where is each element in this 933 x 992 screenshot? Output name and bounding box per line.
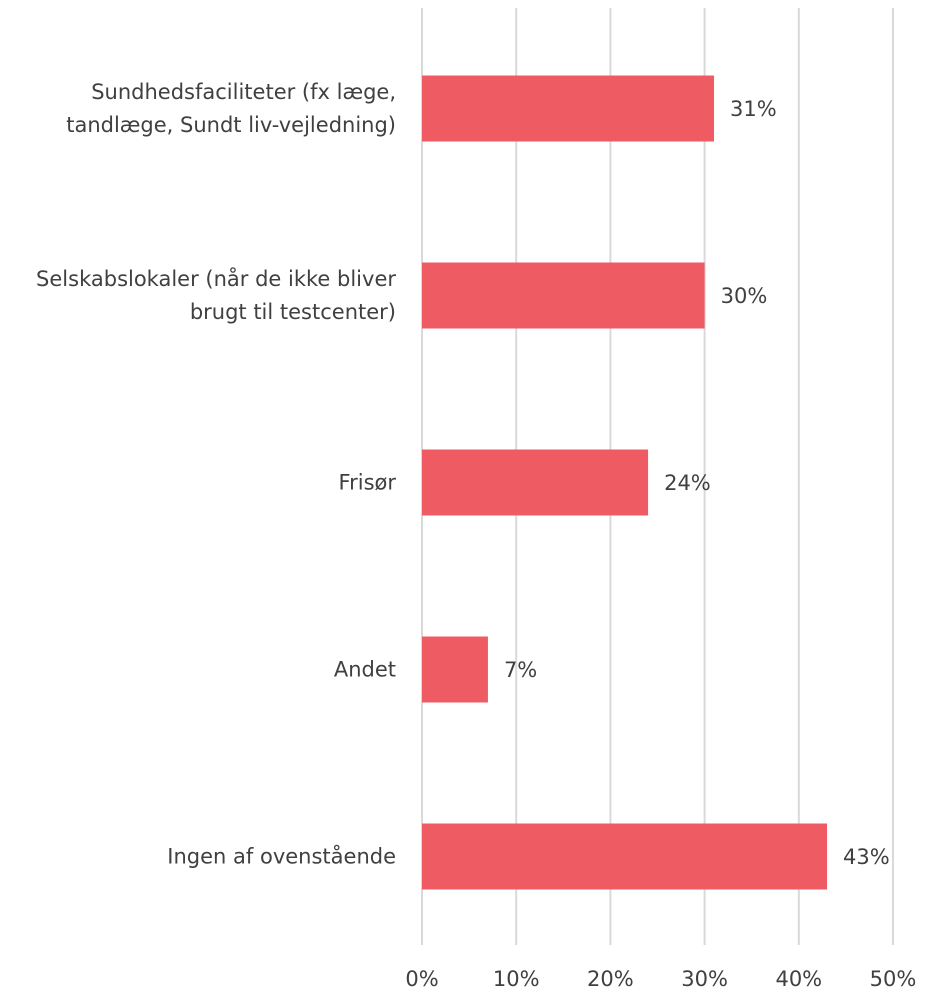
value-label: 43%	[843, 844, 890, 869]
value-label: 24%	[664, 470, 711, 495]
x-tick-label: 20%	[587, 967, 634, 991]
x-tick-label: 10%	[492, 967, 540, 991]
category-label: Sundhedsfaciliteter (fx læge, tandlæge, …	[66, 79, 396, 137]
x-tick-label: 30%	[681, 967, 728, 991]
value-label: 7%	[503, 657, 538, 682]
bar-2	[422, 449, 649, 516]
x-tick-label: 50%	[869, 967, 917, 991]
bar-1	[422, 262, 705, 329]
value-label: 31%	[730, 96, 777, 121]
x-tick-label: 40%	[775, 967, 823, 991]
bar-3	[422, 636, 488, 703]
value-label: 30%	[720, 283, 768, 308]
bar-0	[422, 75, 715, 142]
category-label: Andet	[333, 657, 396, 681]
category-label: Selskabslokaler (når de ikke bliver brug…	[36, 266, 396, 324]
category-label: Ingen af ovenstående	[167, 844, 396, 868]
bar-4	[422, 823, 828, 890]
category-label: Frisør	[338, 470, 396, 494]
x-tick-label: 0%	[405, 967, 439, 991]
